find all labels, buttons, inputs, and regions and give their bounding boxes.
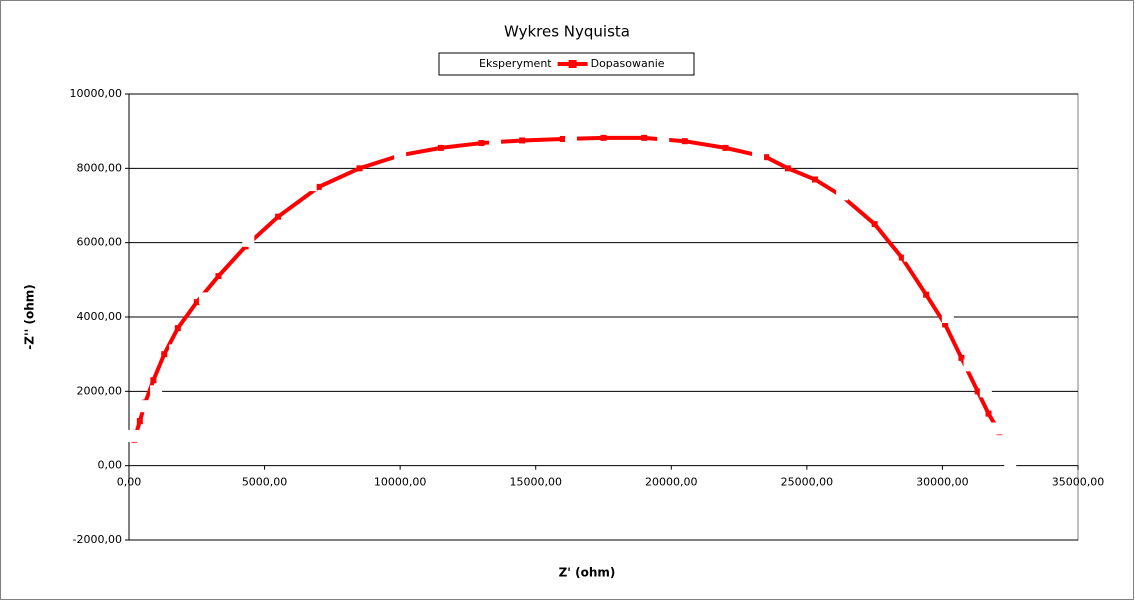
- fit-point: [437, 144, 444, 151]
- fit-point: [923, 291, 930, 298]
- data-point: [836, 188, 849, 201]
- fit-point: [784, 165, 791, 172]
- y-tick-label: 4000,00: [77, 310, 123, 323]
- x-axis-title: Z' (ohm): [559, 566, 616, 580]
- y-tick-label: 2000,00: [77, 384, 123, 397]
- fit-point: [174, 325, 181, 332]
- y-tick-label: -2000,00: [73, 533, 122, 546]
- y-axis-title: -Z'' (ohm): [23, 284, 37, 349]
- data-point: [198, 292, 211, 305]
- y-tick-label: 8000,00: [77, 161, 123, 174]
- legend-marker: [457, 60, 465, 68]
- data-point: [564, 136, 577, 149]
- data-point: [963, 359, 976, 372]
- fit-point: [942, 321, 949, 328]
- y-tick-label: 0,00: [98, 459, 123, 472]
- data-point: [150, 385, 163, 398]
- chart-title: Wykres Nyquista: [504, 23, 630, 41]
- x-tick-label: 25000,00: [781, 476, 834, 489]
- data-point: [137, 400, 150, 413]
- fit-point: [681, 138, 688, 145]
- x-tick-label: 30000,00: [916, 476, 969, 489]
- data-point: [941, 311, 954, 323]
- data-point: [242, 234, 255, 247]
- legend-label: Eksperyment: [479, 57, 552, 70]
- data-point: [657, 131, 670, 144]
- legend-label: Dopasowanie: [591, 57, 665, 70]
- data-point: [127, 429, 140, 442]
- fit-point: [974, 388, 981, 395]
- fit-point: [161, 351, 168, 358]
- x-tick-label: 15000,00: [509, 476, 562, 489]
- fit-point: [559, 135, 566, 142]
- fit-point: [898, 254, 905, 261]
- fit-point: [811, 176, 818, 183]
- data-point: [990, 422, 1003, 435]
- fit-point: [763, 154, 770, 161]
- fit-point: [985, 410, 992, 417]
- y-tick-label: 6000,00: [77, 236, 123, 249]
- data-point: [489, 140, 502, 153]
- fit-point: [215, 273, 222, 280]
- x-tick-label: 0,00: [117, 476, 142, 489]
- x-tick-label: 5000,00: [242, 476, 288, 489]
- data-point: [903, 249, 916, 262]
- fit-point: [136, 418, 143, 425]
- fit-point: [958, 354, 965, 361]
- fit-point: [150, 377, 157, 384]
- x-tick-label: 10000,00: [374, 476, 427, 489]
- fit-point: [275, 213, 282, 220]
- data-point: [1004, 459, 1017, 472]
- data-point: [979, 385, 992, 398]
- fit-point: [871, 221, 878, 228]
- x-tick-label: 35000,00: [1052, 476, 1105, 489]
- data-point: [752, 149, 765, 162]
- fit-point: [356, 165, 363, 172]
- fit-point: [478, 140, 485, 147]
- fit-point: [722, 144, 729, 151]
- fit-point: [519, 137, 526, 144]
- x-tick-label: 20000,00: [645, 476, 698, 489]
- data-point: [304, 179, 317, 192]
- data-point: [394, 149, 407, 162]
- y-tick-label: 10000,00: [70, 87, 123, 100]
- legend: Eksperyment Dopasowanie: [438, 52, 695, 76]
- data-point: [169, 344, 182, 357]
- fit-point: [193, 299, 200, 306]
- fit-point: [315, 183, 322, 190]
- fit-point: [641, 134, 648, 141]
- fit-point: [600, 134, 607, 141]
- legend-marker: [568, 60, 577, 68]
